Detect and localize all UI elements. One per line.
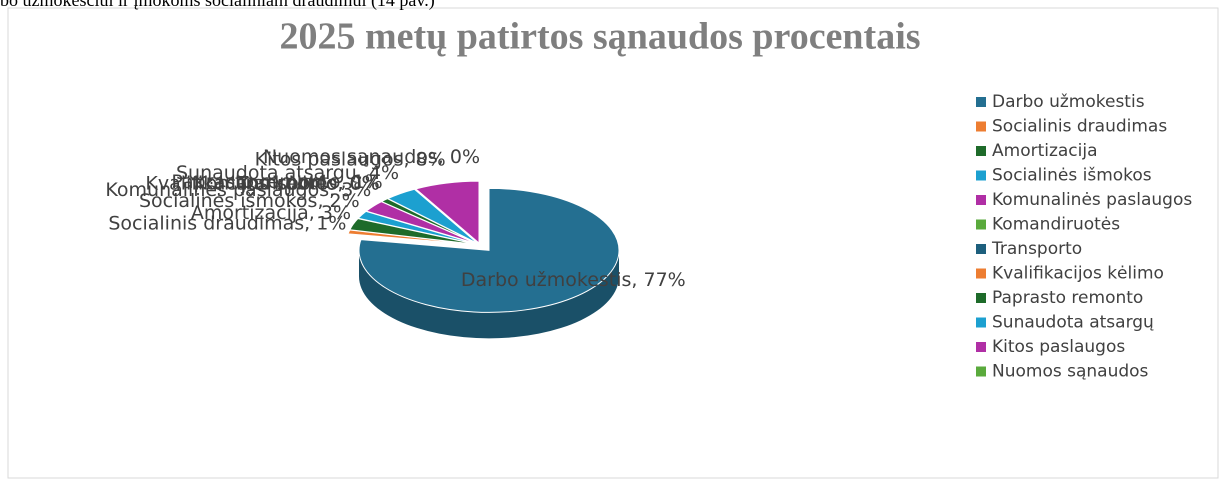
legend-label: Transporto [991, 239, 1082, 259]
legend-swatch [976, 366, 986, 377]
data-label: Amortizacija, 3% [191, 202, 351, 224]
legend-label: Sunaudota atsargų [992, 313, 1154, 333]
legend-swatch [976, 219, 986, 230]
legend-label: Paprasto remonto [992, 288, 1143, 308]
legend-swatch [976, 244, 986, 254]
legend-swatch [976, 293, 986, 303]
data-label: Darbo užmokestis, 77% [461, 269, 686, 291]
legend-label: Socialinės išmokos [992, 166, 1152, 186]
legend-label: Kitos paslaugos [992, 337, 1125, 357]
legend-label: Amortizacija [992, 141, 1098, 161]
slice [358, 187, 620, 313]
chart-title: 2025 metų patirtos sąnaudos procentais [279, 16, 920, 58]
legend-label: Kvalifikacijos kėlimo [992, 264, 1164, 284]
data-label: Socialinis draudimas, 1% [108, 212, 346, 234]
data-label: Paprasto remonto, 1% [171, 171, 382, 193]
legend-swatch [976, 195, 986, 205]
data-label: Nuomos sąnaudos, 0% [263, 146, 480, 168]
legend-label: Socialinis draudimas [992, 117, 1167, 137]
data-label: Komunalinės paslaugos, 3% [105, 179, 371, 201]
legend-label: Darbo užmokestis [992, 92, 1145, 112]
slice [386, 188, 478, 244]
legend-swatch [976, 317, 986, 328]
data-label: Socialinės išmokos, 2% [139, 190, 360, 212]
data-label: Kitos paslaugos, 8% [255, 148, 446, 170]
data-label: Kvalifikacijos kėlimo, 0% [145, 173, 379, 195]
legend-swatch [976, 146, 986, 156]
slice [414, 180, 480, 245]
legend-label: Komandiruotės [992, 215, 1120, 235]
slice-side [358, 250, 619, 339]
legend-swatch [976, 268, 986, 279]
data-label: Transporto, 0% [236, 173, 380, 195]
caption: bo užmokesčiui ir įmokoms socialiniam dr… [0, 0, 435, 11]
legend-swatch [976, 121, 986, 132]
data-label: Sunaudota atsargų, 4% [176, 162, 399, 184]
legend-label: Komunalinės paslaugos [992, 190, 1192, 210]
legend-swatch [976, 97, 986, 107]
legend-swatch [976, 170, 986, 181]
legend-label: Nuomos sąnaudos [992, 362, 1149, 382]
legend-swatch [976, 342, 986, 352]
data-label: Komandiruotės, 0% [194, 173, 379, 195]
